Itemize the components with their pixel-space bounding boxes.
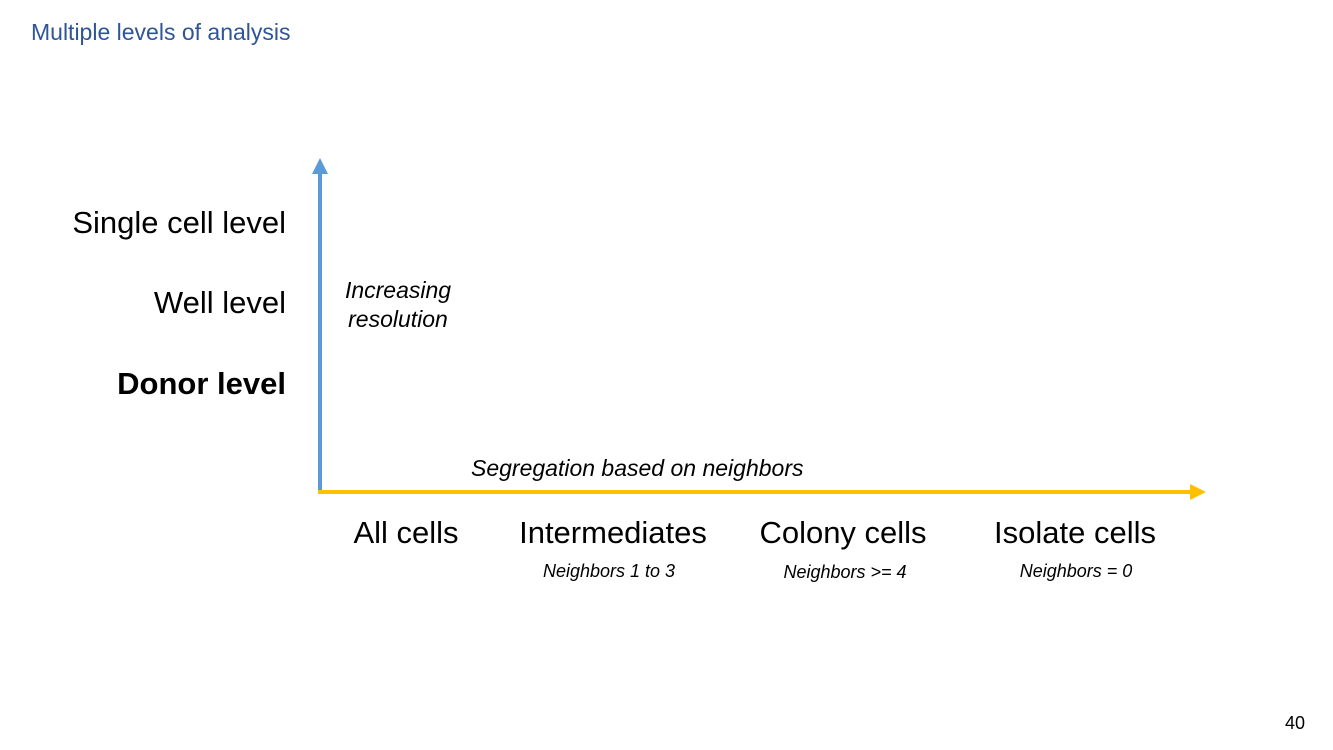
level-well: Well level [153,285,286,320]
x-axis-caption: Segregation based on neighbors [471,455,804,481]
level-single-cell: Single cell level [72,205,286,240]
sublabel-colony-cells: Neighbors >= 4 [783,562,907,582]
sublabel-isolate-cells: Neighbors = 0 [1019,561,1133,581]
level-donor: Donor level [117,366,286,401]
category-all-cells: All cells [353,515,459,550]
slide-title: Multiple levels of analysis [31,19,291,45]
category-colony-cells: Colony cells [759,515,927,550]
sublabel-intermediates: Neighbors 1 to 3 [542,561,676,581]
category-isolate-cells: Isolate cells [994,515,1156,550]
y-axis-caption: Increasing resolution [344,277,452,332]
page-number: 40 [1284,713,1305,733]
category-intermediates: Intermediates [519,515,707,550]
